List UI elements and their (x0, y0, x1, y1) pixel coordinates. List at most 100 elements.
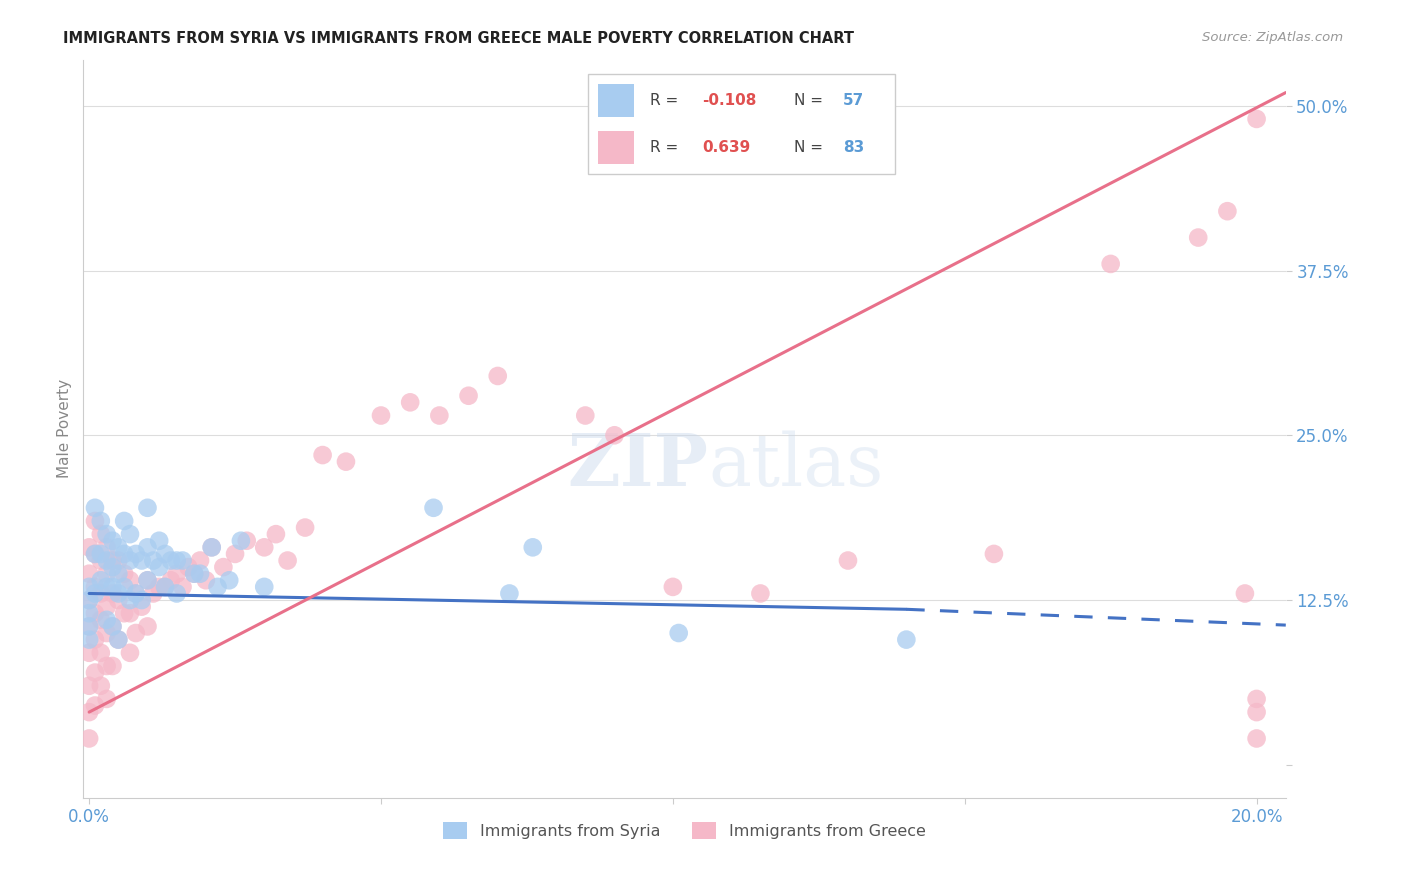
Point (118, 593, 141, 607)
Point (160, 553, 183, 567)
Point (125, 586, 148, 600)
Point (118, 574, 141, 588)
Point (112, 566, 135, 581)
Point (668, 626, 690, 640)
Point (101, 659, 124, 673)
Text: IMMIGRANTS FROM SYRIA VS IMMIGRANTS FROM GREECE MALE POVERTY CORRELATION CHART: IMMIGRANTS FROM SYRIA VS IMMIGRANTS FROM… (63, 31, 855, 46)
Point (77, 619, 100, 633)
Point (188, 566, 211, 581)
Point (131, 599, 153, 614)
Point (1099, 257, 1122, 271)
Point (77, 566, 100, 581)
Point (118, 553, 141, 567)
Point (399, 395, 422, 409)
Point (107, 632, 129, 647)
Point (84, 606, 107, 620)
Point (574, 409, 596, 423)
Point (101, 580, 124, 594)
Point (188, 553, 211, 567)
Point (90, 586, 112, 600)
Point (96, 527, 118, 541)
Point (160, 574, 183, 588)
Point (229, 533, 252, 548)
Point (148, 580, 170, 594)
Point (84, 547, 107, 561)
Point (101, 560, 124, 574)
Point (84, 586, 107, 600)
Point (153, 580, 176, 594)
Point (84, 547, 107, 561)
Point (77, 619, 100, 633)
Point (107, 632, 129, 647)
Point (522, 541, 544, 555)
Point (1246, 731, 1268, 746)
Point (486, 368, 509, 383)
Point (96, 613, 118, 627)
Point (498, 586, 520, 600)
Point (118, 527, 141, 541)
Point (96, 659, 118, 673)
Point (1246, 112, 1268, 126)
Point (896, 632, 918, 647)
Point (1233, 586, 1256, 600)
Point (84, 665, 107, 680)
Point (235, 533, 257, 548)
Point (90, 547, 112, 561)
Point (183, 566, 205, 581)
Point (112, 580, 135, 594)
Point (311, 448, 333, 462)
Point (277, 553, 299, 567)
Point (264, 527, 287, 541)
Y-axis label: Male Poverty: Male Poverty (58, 379, 72, 478)
Point (153, 580, 176, 594)
Text: Source: ZipAtlas.com: Source: ZipAtlas.com (1202, 31, 1343, 45)
Point (96, 580, 118, 594)
Point (101, 533, 124, 548)
Point (662, 580, 685, 594)
Point (96, 626, 118, 640)
Point (77, 580, 100, 594)
Point (77, 632, 100, 647)
Point (96, 553, 118, 567)
Point (749, 586, 772, 600)
Point (101, 586, 124, 600)
Point (1187, 230, 1209, 244)
Point (1246, 692, 1268, 706)
Point (77, 541, 100, 555)
Text: ZIP: ZIP (568, 430, 709, 501)
Point (84, 500, 107, 515)
Point (837, 553, 859, 567)
Point (107, 553, 129, 567)
Point (118, 646, 141, 660)
Point (101, 619, 124, 633)
Point (125, 626, 148, 640)
Point (90, 613, 112, 627)
Point (136, 574, 159, 588)
Point (77, 705, 100, 719)
Point (603, 428, 626, 442)
Point (172, 553, 194, 567)
Point (107, 593, 129, 607)
Point (166, 566, 188, 581)
Point (96, 692, 118, 706)
Point (201, 541, 224, 555)
Point (212, 560, 235, 574)
Point (112, 606, 135, 620)
Point (118, 606, 141, 620)
Point (136, 619, 159, 633)
Point (177, 560, 200, 574)
Point (1216, 204, 1239, 219)
Point (148, 560, 170, 574)
Point (96, 599, 118, 614)
Point (112, 514, 135, 528)
Point (194, 574, 217, 588)
Point (294, 520, 316, 534)
Point (90, 646, 112, 660)
Point (131, 593, 153, 607)
Point (84, 580, 107, 594)
Legend: Immigrants from Syria, Immigrants from Greece: Immigrants from Syria, Immigrants from G… (437, 816, 932, 846)
Point (90, 527, 112, 541)
Point (90, 514, 112, 528)
Point (84, 514, 107, 528)
Point (183, 566, 205, 581)
